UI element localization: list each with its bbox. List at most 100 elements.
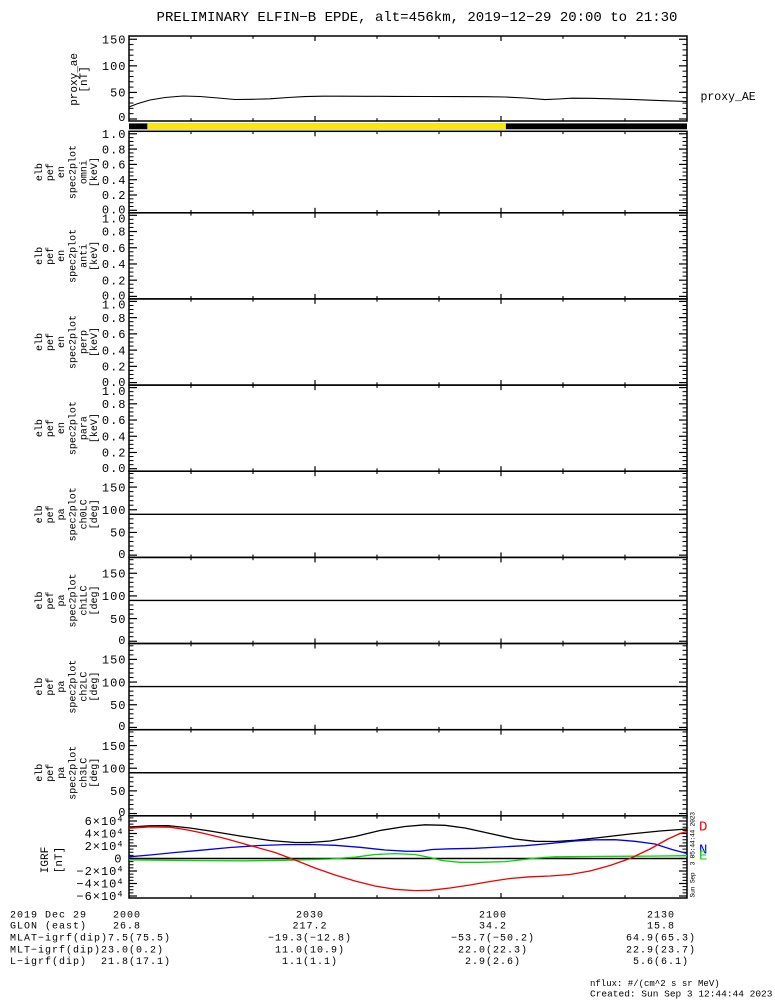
svg-text:64.9(65.3): 64.9(65.3) [626,933,696,945]
svg-text:pa: pa [57,508,68,520]
svg-text:elb: elb [34,505,46,523]
svg-text:1.0: 1.0 [102,128,127,142]
svg-text:ch0LC: ch0LC [79,499,91,529]
svg-text:15.8: 15.8 [647,922,675,933]
svg-text:pef: pef [45,163,57,181]
svg-text:50: 50 [110,785,126,799]
svg-text:26.8: 26.8 [113,922,141,933]
svg-text:nflux: #/(cm^2 s sr MeV): nflux: #/(cm^2 s sr MeV) [590,979,720,989]
svg-text:1.1(1.1): 1.1(1.1) [282,956,338,968]
svg-text:[nT]: [nT] [54,847,66,873]
svg-text:2100: 2100 [479,911,507,922]
svg-text:proxy_ae: proxy_ae [69,53,81,106]
svg-text:0.0: 0.0 [102,204,127,218]
svg-text:150: 150 [102,33,127,47]
svg-text:2000: 2000 [113,911,141,922]
svg-text:spec2plot: spec2plot [68,229,80,283]
svg-text:spec2plot: spec2plot [68,145,80,199]
svg-text:0: 0 [118,634,126,648]
svg-text:50: 50 [110,87,126,101]
svg-text:[keV]: [keV] [89,157,101,187]
svg-text:elb: elb [34,678,46,696]
svg-text:Created: Sun Sep 3 12:44:44 2: Created: Sun Sep 3 12:44:44 2023 [590,989,773,1000]
svg-text:1.0: 1.0 [102,213,127,227]
svg-text:spec2plot: spec2plot [68,573,80,627]
svg-text:proxy_AE: proxy_AE [701,91,756,104]
svg-text:[deg]: [deg] [89,499,101,529]
svg-text:100: 100 [102,504,127,518]
svg-text:0.8: 0.8 [102,312,127,326]
svg-text:anti: anti [79,244,91,268]
svg-text:0: 0 [118,548,126,562]
svg-text:N: N [699,843,707,859]
svg-text:elb: elb [34,247,46,265]
svg-text:pa: pa [57,594,68,606]
svg-text:100: 100 [102,762,127,776]
svg-text:150: 150 [102,740,127,754]
svg-text:E: E [699,849,707,865]
svg-text:MLT−igrf(dip)23.0(0.2): MLT−igrf(dip)23.0(0.2) [10,945,164,957]
svg-text:pa: pa [57,681,68,693]
svg-text:spec2plot: spec2plot [68,401,80,455]
svg-text:PRELIMINARY ELFIN−B EPDE, alt=: PRELIMINARY ELFIN−B EPDE, alt=456km, 201… [157,10,678,26]
svg-text:0.8: 0.8 [102,143,127,157]
svg-text:[keV]: [keV] [89,413,101,443]
svg-text:0.6: 0.6 [102,414,127,428]
svg-text:0.6: 0.6 [102,242,127,256]
svg-text:100: 100 [102,590,127,604]
svg-text:GLON (east): GLON (east) [10,921,87,933]
svg-text:[keV]: [keV] [89,241,101,271]
svg-text:pef: pef [45,247,57,265]
svg-text:22.0(22.3): 22.0(22.3) [458,945,528,957]
svg-text:5.6(6.1): 5.6(6.1) [633,956,689,968]
svg-text:spec2plot: spec2plot [68,487,80,541]
svg-text:omni: omni [79,160,91,184]
svg-text:150: 150 [102,654,127,668]
svg-text:0.8: 0.8 [102,226,127,240]
svg-text:spec2plot: spec2plot [68,660,80,714]
svg-text:[deg]: [deg] [89,585,101,615]
svg-text:50: 50 [110,613,126,627]
svg-text:0.4: 0.4 [102,430,127,444]
svg-text:2019 Dec 29: 2019 Dec 29 [10,911,87,922]
svg-text:−4×104: −4×104 [76,877,122,892]
svg-text:pef: pef [45,505,57,523]
svg-text:0.4: 0.4 [102,344,127,358]
svg-text:34.2: 34.2 [479,922,507,933]
svg-text:en: en [57,166,68,178]
svg-text:0.2: 0.2 [102,361,127,375]
svg-text:217.2: 217.2 [292,922,327,933]
svg-text:0.4: 0.4 [102,174,127,188]
svg-text:pef: pef [45,764,57,782]
svg-text:0: 0 [118,111,126,125]
svg-text:elb: elb [34,591,46,609]
svg-text:0.6: 0.6 [102,159,127,173]
svg-text:spec2plot: spec2plot [68,315,80,369]
svg-text:elb: elb [34,333,46,351]
svg-text:pa: pa [57,767,68,779]
svg-text:[deg]: [deg] [89,758,101,788]
svg-text:elb: elb [34,163,46,181]
svg-text:11.0(10.9): 11.0(10.9) [275,945,345,957]
svg-text:2130: 2130 [647,911,675,922]
svg-text:[deg]: [deg] [89,672,101,702]
svg-text:−53.7(−50.2): −53.7(−50.2) [451,933,535,945]
svg-text:0.4: 0.4 [102,258,127,272]
svg-text:0: 0 [118,806,126,820]
svg-text:0.2: 0.2 [102,274,127,288]
svg-text:ch1LC: ch1LC [79,585,91,615]
svg-text:22.9(23.7): 22.9(23.7) [626,945,696,957]
svg-text:−19.3(−12.8): −19.3(−12.8) [268,933,352,945]
svg-text:elb: elb [34,419,46,437]
svg-text:L−igrf(dip) 21.8(17.1): L−igrf(dip) 21.8(17.1) [10,956,171,968]
svg-text:0.6: 0.6 [102,328,127,342]
svg-text:[keV]: [keV] [89,327,101,357]
svg-text:50: 50 [110,527,126,541]
svg-text:perp: perp [80,330,91,354]
svg-text:100: 100 [102,676,127,690]
svg-text:para: para [80,416,91,440]
svg-text:D: D [699,820,707,836]
svg-text:150: 150 [102,567,127,581]
svg-text:0: 0 [118,720,126,734]
svg-text:2×104: 2×104 [85,840,123,855]
